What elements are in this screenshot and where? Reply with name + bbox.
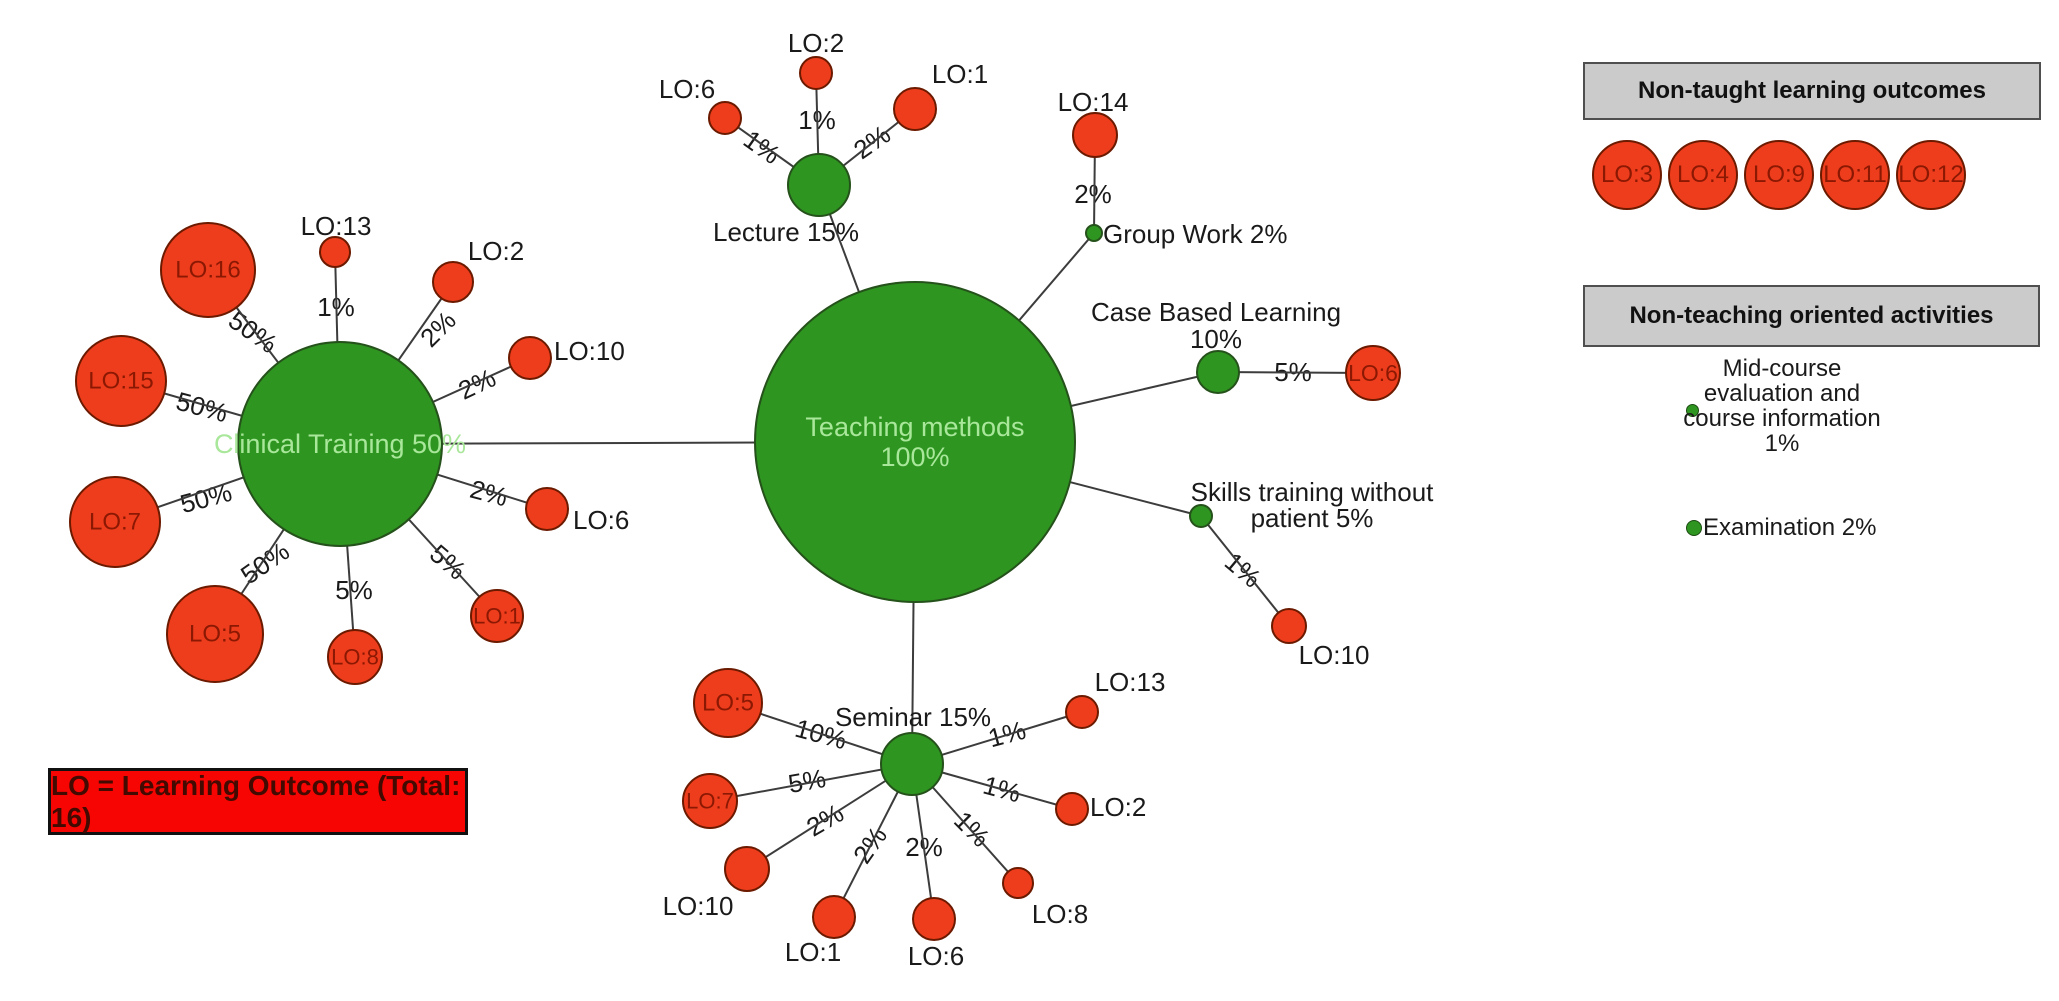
edge-percent-label: 2%: [467, 474, 511, 513]
examination-label: Examination 2%: [1703, 514, 1877, 541]
node-cb6: [1345, 345, 1401, 401]
node-c2: [432, 261, 474, 303]
edge-percent-label: 2%: [454, 362, 501, 405]
diagram-text-label: LO:10: [554, 336, 625, 366]
mid-course-bullet-dot: [1686, 404, 1699, 417]
node-label-cb6: LO:6: [1348, 360, 1398, 386]
node-label-clinical: Clinical Training 50%: [214, 429, 466, 459]
node-l1: [893, 87, 937, 131]
diagram-text-label: LO:13: [301, 211, 372, 241]
mid-course-line: Mid-course: [1722, 355, 1842, 382]
node-label-c5: LO:5: [189, 621, 241, 648]
edge-percent-label: 5%: [335, 575, 373, 605]
edge-percent-label: 50%: [235, 536, 295, 590]
node-label-c16: LO:16: [175, 257, 240, 284]
diagram-text-label: LO:2: [1090, 792, 1146, 822]
node-lecture: [787, 153, 851, 217]
mid-course-evaluation-label: Mid-course evaluation and course informati…: [1672, 356, 1892, 456]
node-c10: [508, 336, 552, 380]
diagram-text-label: LO:8: [1032, 899, 1088, 929]
diagram-text-label: LO:6: [659, 74, 715, 104]
diagram-text-label: LO:2: [788, 28, 844, 58]
diagram-text-label: LO:10: [663, 891, 734, 921]
node-c7: [69, 476, 161, 568]
node-c15: [75, 335, 167, 427]
non-taught-outcome-circle: LO:3: [1592, 140, 1662, 210]
edge-skills-sk10: [1200, 515, 1290, 627]
node-c8: [327, 629, 383, 685]
node-groupwork: [1085, 224, 1103, 242]
node-label-c7: LO:7: [89, 509, 141, 536]
diagram-text-label: patient 5%: [1251, 503, 1374, 533]
non-taught-outcomes-header: Non-taught learning outcomes: [1583, 62, 2041, 120]
node-label-s5: LO:5: [702, 690, 754, 717]
node-c6: [525, 487, 569, 531]
non-taught-outcome-circle: LO:9: [1744, 140, 1814, 210]
node-s6: [912, 897, 956, 941]
node-teaching: [754, 281, 1076, 603]
node-label-s7: LO:7: [686, 789, 734, 814]
edge-percent-label: 1%: [738, 124, 786, 170]
diagram-text-label: Group Work 2%: [1103, 219, 1287, 249]
non-taught-outcome-circle: LO:12: [1896, 140, 1966, 210]
examination-item: Examination 2%: [1686, 514, 1876, 542]
diagram-text-label: LO:14: [1058, 87, 1129, 117]
non-taught-outcome-circle: LO:11: [1820, 140, 1890, 210]
node-skills: [1189, 504, 1213, 528]
diagram-text-label: Skills training without: [1191, 477, 1435, 507]
node-s7: [682, 773, 738, 829]
node-c5: [166, 585, 264, 683]
mid-course-line: evaluation and: [1703, 380, 1861, 407]
node-s13: [1065, 695, 1099, 729]
node-c1: [470, 589, 524, 643]
diagram-text-label: LO:13: [1095, 667, 1166, 697]
diagram-text-label: LO:10: [1299, 640, 1370, 670]
node-s8: [1002, 867, 1034, 899]
diagram-text-label: LO:6: [908, 941, 964, 971]
node-sk10: [1271, 608, 1307, 644]
node-g14: [1072, 112, 1118, 158]
non-taught-outcome-circle: LO:4: [1668, 140, 1738, 210]
node-s10: [724, 846, 770, 892]
examination-bullet-dot: [1686, 520, 1702, 536]
node-c16: [160, 222, 256, 318]
nodes-layer: [69, 56, 1401, 941]
non-taught-outcomes-list: LO:3 LO:4 LO:9 LO:11 LO:12: [1592, 140, 1966, 210]
node-s2: [1055, 792, 1089, 826]
diagram-text-label: LO:6: [573, 505, 629, 535]
diagram-text-label: Case Based Learning: [1091, 297, 1341, 327]
node-casebased: [1196, 350, 1240, 394]
node-l2: [799, 56, 833, 90]
edge-percent-label: 50%: [173, 386, 231, 428]
mid-course-line: course information: [1683, 405, 1881, 432]
edge-percent-label: 50%: [223, 305, 283, 359]
node-c13: [319, 236, 351, 268]
node-l6: [708, 101, 742, 135]
node-clinical: [237, 341, 443, 547]
mid-course-line: 1%: [1764, 430, 1800, 457]
non-teaching-activities-header: Non-teaching oriented activities: [1583, 285, 2040, 347]
edge-percent-label: 2%: [1074, 179, 1112, 209]
node-label-c15: LO:15: [88, 368, 153, 395]
diagram-text-label: Lecture 15%: [713, 217, 859, 247]
diagram-text-label: LO:1: [785, 937, 841, 967]
node-label-c8: LO:8: [331, 645, 379, 670]
node-label-c1: LO:1: [473, 604, 521, 629]
node-seminar: [880, 732, 944, 796]
diagram-text-label: LO:1: [932, 59, 988, 89]
diagram-text-label: 10%: [1190, 324, 1242, 354]
node-s5: [693, 668, 763, 738]
diagram-text-label: Seminar 15%: [835, 702, 991, 732]
edge-seminar-s7: [709, 763, 913, 802]
node-label-teaching: Teaching methods: [805, 412, 1024, 442]
node-s1: [812, 895, 856, 939]
lo-legend-box: LO = Learning Outcome (Total: 16): [48, 768, 468, 835]
edge-seminar-s10: [746, 763, 913, 870]
diagram-text-label: LO:2: [468, 236, 524, 266]
node-label-teaching: 100%: [880, 442, 949, 472]
